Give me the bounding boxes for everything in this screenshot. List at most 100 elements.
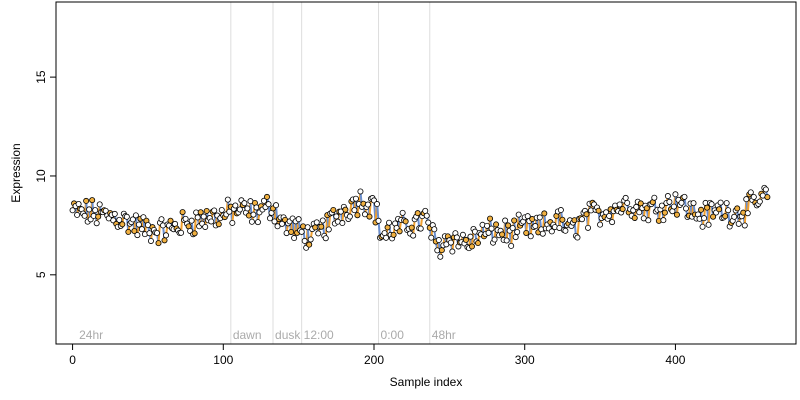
data-point bbox=[725, 207, 732, 214]
data-point bbox=[119, 221, 126, 228]
data-point bbox=[462, 236, 469, 243]
data-point bbox=[467, 233, 474, 240]
data-point bbox=[523, 229, 530, 236]
data-point bbox=[708, 201, 715, 208]
data-point bbox=[298, 228, 305, 235]
data-point bbox=[585, 224, 592, 231]
data-point bbox=[660, 217, 667, 224]
vertical-reference-lines bbox=[230, 2, 431, 344]
data-point bbox=[651, 194, 658, 201]
data-point bbox=[606, 212, 613, 219]
x-axis: 0 100 200 300 400 bbox=[69, 344, 686, 367]
data-point bbox=[485, 229, 492, 236]
data-point bbox=[410, 232, 417, 239]
data-point bbox=[682, 205, 689, 212]
data-point bbox=[333, 213, 340, 220]
data-point bbox=[361, 211, 368, 218]
data-point bbox=[468, 243, 475, 250]
data-point bbox=[747, 189, 754, 196]
data-point bbox=[636, 209, 643, 216]
data-point bbox=[364, 201, 371, 208]
data-point bbox=[260, 197, 267, 204]
data-point bbox=[134, 232, 141, 239]
data-point bbox=[505, 222, 512, 229]
data-point bbox=[622, 194, 629, 201]
data-point bbox=[301, 237, 308, 244]
data-points bbox=[69, 184, 771, 260]
data-point bbox=[69, 207, 76, 214]
data-point bbox=[499, 231, 506, 238]
data-point bbox=[750, 193, 757, 200]
vline-label: 12:00 bbox=[304, 328, 334, 342]
data-point bbox=[346, 213, 353, 220]
y-tick-label: 5 bbox=[34, 271, 48, 278]
data-point bbox=[211, 207, 218, 214]
data-point bbox=[191, 230, 198, 237]
data-point bbox=[366, 213, 373, 220]
data-point bbox=[325, 226, 332, 233]
data-point bbox=[158, 216, 165, 223]
data-point bbox=[386, 219, 393, 226]
data-point bbox=[710, 213, 717, 220]
data-point bbox=[178, 229, 185, 236]
data-point bbox=[743, 196, 750, 203]
data-point bbox=[681, 193, 688, 200]
data-point bbox=[138, 226, 145, 233]
data-point bbox=[428, 234, 435, 241]
data-point bbox=[690, 200, 697, 207]
data-point bbox=[313, 219, 320, 226]
data-point bbox=[153, 230, 160, 237]
data-point bbox=[422, 207, 429, 214]
data-point bbox=[661, 209, 668, 216]
vline-label: dusk bbox=[275, 328, 301, 342]
data-point bbox=[267, 215, 274, 222]
data-point bbox=[147, 237, 154, 244]
data-point bbox=[96, 201, 103, 208]
data-point bbox=[453, 234, 460, 241]
y-axis-label: Expression bbox=[9, 143, 23, 202]
data-point bbox=[179, 209, 186, 216]
data-point bbox=[307, 236, 314, 243]
data-point bbox=[236, 206, 243, 213]
x-tick-label: 0 bbox=[69, 353, 76, 367]
y-axis: 5 10 15 bbox=[34, 70, 56, 278]
data-point bbox=[274, 223, 281, 230]
data-point bbox=[762, 186, 769, 193]
data-point bbox=[548, 228, 555, 235]
data-point bbox=[194, 214, 201, 221]
data-point bbox=[631, 214, 638, 221]
data-point bbox=[578, 216, 585, 223]
data-point bbox=[111, 210, 118, 217]
data-point bbox=[722, 213, 729, 220]
data-point bbox=[295, 216, 302, 223]
data-point bbox=[698, 206, 705, 213]
data-point bbox=[744, 210, 751, 217]
y-tick-label: 10 bbox=[34, 169, 48, 183]
data-point bbox=[291, 235, 298, 242]
data-point bbox=[701, 215, 708, 222]
data-point bbox=[200, 213, 207, 220]
data-point bbox=[672, 191, 679, 198]
data-point bbox=[125, 228, 132, 235]
data-point bbox=[539, 230, 546, 237]
data-point bbox=[132, 212, 139, 219]
data-point bbox=[81, 212, 88, 219]
data-point bbox=[425, 219, 432, 226]
data-point bbox=[731, 213, 738, 220]
data-point bbox=[155, 240, 162, 247]
data-point bbox=[318, 223, 325, 230]
data-point bbox=[95, 213, 102, 220]
data-point bbox=[431, 226, 438, 233]
data-point bbox=[306, 241, 313, 248]
data-point bbox=[562, 227, 569, 234]
data-point bbox=[643, 205, 650, 212]
data-point bbox=[197, 209, 204, 216]
data-point bbox=[645, 217, 652, 224]
data-point bbox=[417, 225, 424, 232]
data-point bbox=[487, 215, 494, 222]
data-point bbox=[459, 231, 466, 238]
data-point bbox=[330, 206, 337, 213]
data-point bbox=[664, 193, 671, 200]
data-point bbox=[288, 228, 295, 235]
data-point bbox=[609, 219, 616, 226]
